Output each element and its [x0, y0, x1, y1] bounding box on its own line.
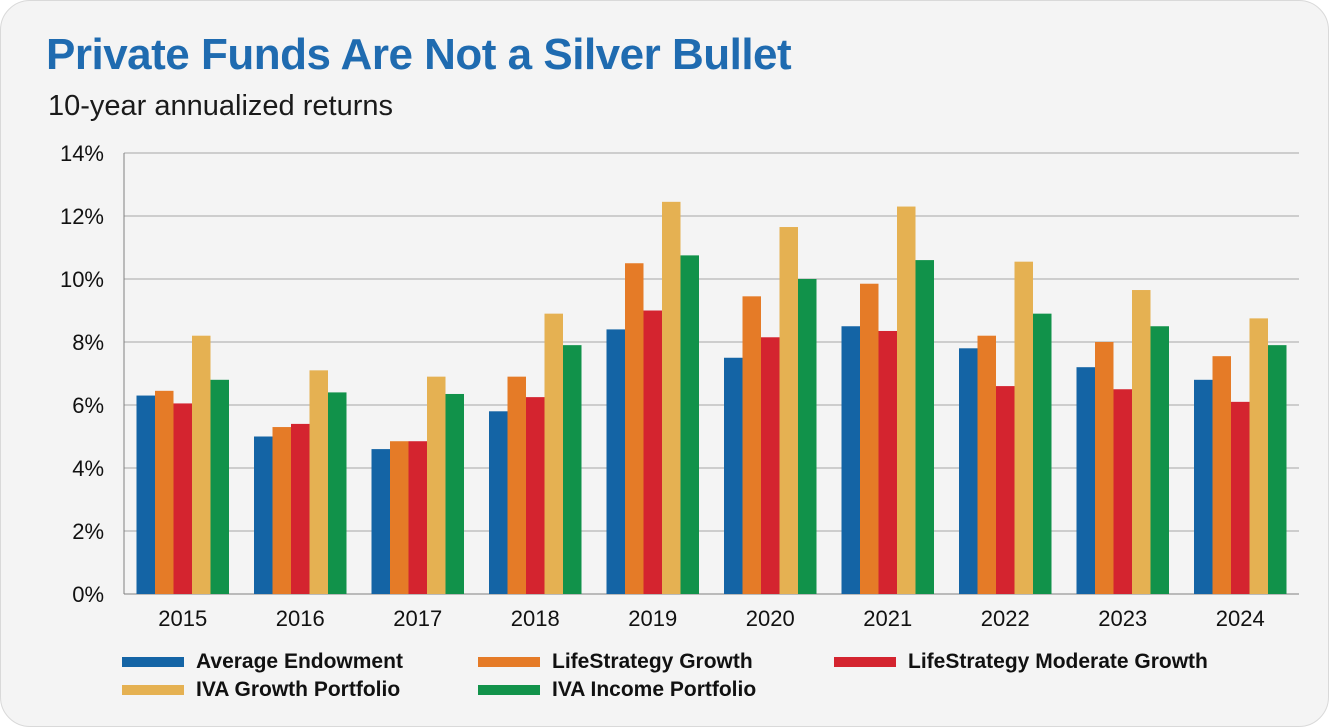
bar: [445, 393, 464, 594]
bar: [309, 370, 328, 594]
legend-label: IVA Income Portfolio: [552, 678, 757, 701]
bar: [606, 329, 625, 594]
legend-item-lifestrategy-growth: LifeStrategy Growth: [478, 650, 753, 674]
x-tick-label: 2015: [158, 606, 207, 631]
x-tick-label: 2020: [746, 606, 795, 631]
chart-title: Private Funds Are Not a Silver Bullet: [46, 30, 792, 79]
bar: [390, 441, 409, 594]
chart-legend: Average Endowment LifeStrategy Growth Li…: [122, 650, 1302, 710]
bar: [526, 397, 545, 594]
x-tick-label: 2022: [981, 606, 1030, 631]
bar: [680, 255, 699, 594]
bar: [742, 296, 761, 594]
x-tick-label: 2018: [511, 606, 560, 631]
y-tick-label: 8%: [72, 330, 104, 355]
bar: [563, 345, 582, 594]
bar: [1095, 342, 1114, 594]
x-tick-label: 2016: [276, 606, 325, 631]
bar: [878, 330, 897, 594]
bar: [507, 376, 526, 594]
bar: [1033, 313, 1052, 594]
bar: [1249, 318, 1268, 594]
x-tick-label: 2023: [1098, 606, 1147, 631]
bar: [192, 335, 211, 594]
bar: [798, 279, 817, 594]
legend-item-iva-income-portfolio: IVA Income Portfolio: [478, 678, 756, 702]
bar: [1212, 356, 1231, 594]
y-tick-label: 6%: [72, 393, 104, 418]
bar: [662, 201, 681, 594]
y-tick-label: 2%: [72, 519, 104, 544]
x-tick-label: 2021: [863, 606, 912, 631]
legend-item-lifestrategy-moderate-growth: LifeStrategy Moderate Growth: [834, 650, 1208, 674]
bar: [371, 449, 390, 594]
bar: [643, 310, 662, 594]
x-tick-label: 2024: [1216, 606, 1265, 631]
bar: [860, 283, 879, 594]
legend-label: LifeStrategy Growth: [552, 650, 753, 673]
x-tick-label: 2017: [393, 606, 442, 631]
bar: [915, 260, 934, 594]
bar: [173, 403, 192, 594]
bar: [1268, 345, 1287, 594]
bar: [272, 427, 291, 594]
legend-swatch: [122, 685, 184, 695]
legend-swatch: [478, 657, 540, 667]
chart-subtitle: 10-year annualized returns: [48, 90, 393, 122]
bar: [977, 335, 996, 594]
bar: [897, 206, 916, 595]
bar: [254, 436, 273, 594]
bar: [1150, 326, 1169, 594]
legend-item-average-endowment: Average Endowment: [122, 650, 403, 674]
y-tick-label: 0%: [72, 582, 104, 607]
y-tick-label: 14%: [60, 141, 104, 166]
bar: [841, 326, 860, 594]
legend-label: IVA Growth Portfolio: [196, 678, 401, 701]
legend-item-iva-growth-portfolio: IVA Growth Portfolio: [122, 678, 400, 702]
bar: [1014, 261, 1033, 594]
bar: [1132, 290, 1151, 594]
bar: [427, 376, 446, 594]
legend-swatch: [834, 657, 896, 667]
bar: [779, 227, 798, 594]
bar: [724, 357, 743, 594]
bar: [959, 348, 978, 594]
bar: [136, 395, 155, 594]
bar: [761, 337, 780, 594]
y-tick-label: 4%: [72, 456, 104, 481]
y-tick-label: 12%: [60, 204, 104, 229]
bar: [1231, 401, 1250, 594]
bar: [544, 313, 563, 594]
bar: [291, 423, 310, 594]
y-tick-label: 10%: [60, 267, 104, 292]
legend-swatch: [122, 657, 184, 667]
legend-swatch: [478, 685, 540, 695]
legend-label: LifeStrategy Moderate Growth: [908, 650, 1208, 673]
bar: [408, 441, 427, 594]
bar: [1113, 389, 1132, 594]
bar: [155, 390, 174, 594]
bar: [625, 263, 644, 594]
bar: [210, 379, 229, 594]
x-tick-label: 2019: [628, 606, 677, 631]
bar: [1194, 379, 1213, 594]
bar: [996, 386, 1015, 594]
bar: [1076, 367, 1095, 594]
bar: [489, 411, 508, 594]
bar: [328, 392, 347, 594]
legend-label: Average Endowment: [196, 650, 403, 673]
